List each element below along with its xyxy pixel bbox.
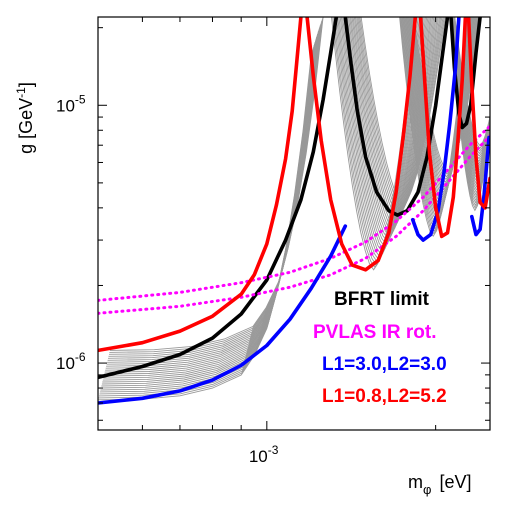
y-tick-label-base: 10	[56, 354, 75, 373]
legend-entry-bfrt: BFRT limit	[334, 289, 430, 310]
x-axis-label-sub: φ	[423, 482, 431, 497]
y-axis-label-main: g [GeV	[16, 98, 36, 154]
plot-frame	[97, 16, 491, 431]
x-tick-label: 10-3	[249, 443, 279, 466]
grey-curve	[358, 17, 444, 211]
red-curve	[98, 17, 303, 353]
grey-curve	[348, 17, 434, 235]
blue-curve	[98, 224, 348, 405]
x-tick-label-exp: -3	[268, 443, 279, 457]
legend-entry-blue: L1=3.0,L2=3.0	[322, 354, 447, 375]
legend-entry-pvlas: PVLAS IR rot.	[313, 322, 437, 343]
x-tick-label-base: 10	[249, 447, 268, 466]
red-curve	[305, 17, 418, 272]
grey-curve	[350, 17, 436, 230]
red-curve	[466, 17, 490, 210]
x-axis-label-unit: [eV]	[439, 472, 471, 492]
series-layer	[98, 17, 490, 405]
bfrt-curve	[98, 17, 339, 380]
grey-curve	[351, 17, 437, 227]
x-axis-label: mφ [eV]	[408, 472, 471, 497]
grey-curve	[352, 17, 438, 224]
y-tick-label-exp: -5	[75, 92, 86, 106]
grey-curve	[349, 17, 435, 232]
tick-layer: 10-610-510-3	[56, 17, 490, 466]
blue-curve	[470, 135, 490, 237]
y-axis-label-close: ]	[16, 82, 36, 87]
y-tick-label-base: 10	[56, 96, 75, 115]
x-axis-label-main: m	[408, 472, 423, 492]
red-curve	[418, 17, 468, 239]
grey-curve	[359, 17, 445, 209]
legend-entry-red: L1=0.8,L2=5.2	[322, 386, 447, 407]
legend: BFRT limit PVLAS IR rot. L1=3.0,L2=3.0 L…	[313, 289, 447, 407]
grey-curve	[109, 17, 324, 351]
y-axis-label: g [GeV-1]	[14, 82, 36, 154]
y-tick-label: 10-6	[56, 350, 86, 373]
y-tick-label-exp: -6	[75, 350, 86, 364]
y-axis-label-sup: -1	[14, 87, 28, 98]
y-tick-label: 10-5	[56, 92, 86, 115]
grey-curve	[360, 17, 446, 206]
